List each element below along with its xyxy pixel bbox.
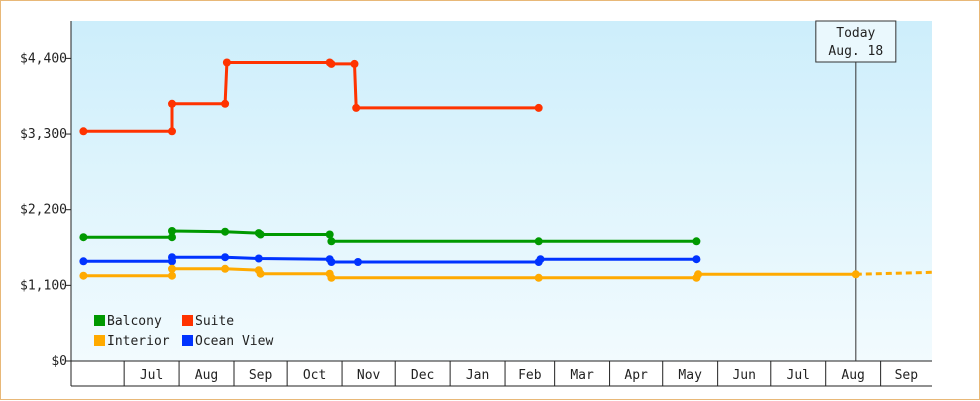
data-point[interactable] bbox=[221, 264, 230, 273]
month-label: Apr bbox=[624, 368, 648, 383]
data-point[interactable] bbox=[79, 127, 88, 136]
data-point[interactable] bbox=[536, 255, 545, 264]
today-box bbox=[815, 20, 897, 63]
data-point[interactable] bbox=[168, 227, 176, 235]
data-point[interactable] bbox=[256, 269, 265, 278]
series-layer bbox=[79, 58, 933, 282]
data-point[interactable] bbox=[221, 99, 230, 108]
month-label: Sep bbox=[249, 368, 273, 383]
data-point[interactable] bbox=[254, 254, 263, 263]
data-point[interactable] bbox=[851, 270, 860, 279]
data-point[interactable] bbox=[222, 58, 231, 67]
y-axis: $0 $1,100 $2,200 $3,300 $4,400 bbox=[20, 21, 72, 386]
y-tick-label: $0 bbox=[51, 354, 67, 369]
today-date: Aug. 18 bbox=[828, 44, 883, 59]
legend-label: Interior bbox=[107, 334, 170, 349]
data-point[interactable] bbox=[79, 233, 88, 242]
data-point[interactable] bbox=[354, 258, 362, 266]
month-label: Dec bbox=[411, 368, 434, 383]
data-point[interactable] bbox=[168, 127, 176, 136]
data-point[interactable] bbox=[221, 253, 230, 262]
legend-label: Suite bbox=[195, 314, 234, 329]
data-point[interactable] bbox=[350, 59, 359, 68]
series-line bbox=[83, 61, 539, 133]
month-label: Oct bbox=[303, 368, 326, 383]
data-point[interactable] bbox=[325, 230, 334, 239]
month-label: Jan bbox=[466, 368, 489, 383]
data-point[interactable] bbox=[534, 273, 543, 282]
data-point[interactable] bbox=[168, 253, 176, 262]
legend-label: Balcony bbox=[107, 314, 162, 329]
series-projection-line bbox=[855, 270, 933, 276]
data-point[interactable] bbox=[327, 59, 336, 68]
month-label: Feb bbox=[518, 368, 542, 383]
legend-swatch bbox=[182, 335, 193, 346]
month-label: Mar bbox=[570, 368, 594, 383]
legend-item: Suite bbox=[182, 314, 234, 329]
legend-item: Interior bbox=[94, 334, 170, 349]
series-ocean-view bbox=[79, 253, 701, 266]
legend-item: Ocean View bbox=[182, 334, 273, 349]
data-point[interactable] bbox=[327, 273, 336, 282]
series-suite bbox=[79, 58, 543, 136]
data-point[interactable] bbox=[168, 99, 176, 108]
data-point[interactable] bbox=[221, 227, 230, 236]
y-tick-label: $3,300 bbox=[20, 127, 67, 142]
month-label: Sep bbox=[895, 368, 919, 383]
plot-background bbox=[71, 21, 932, 361]
y-tick-label: $1,100 bbox=[20, 278, 67, 293]
data-point[interactable] bbox=[534, 237, 543, 246]
data-point[interactable] bbox=[168, 233, 176, 242]
legend-label: Ocean View bbox=[195, 334, 273, 349]
x-axis: Jul Aug Sep Oct Nov Dec Jan Feb Mar Apr May Jun Jul A… bbox=[71, 360, 932, 387]
today-label: Today bbox=[836, 26, 875, 41]
data-point[interactable] bbox=[692, 255, 701, 264]
legend-swatch bbox=[94, 315, 105, 326]
data-point[interactable] bbox=[168, 271, 176, 280]
month-label: Nov bbox=[357, 368, 381, 383]
legend: Balcony Suite Interior Ocean View bbox=[94, 314, 273, 349]
legend-swatch bbox=[182, 315, 193, 326]
data-point[interactable] bbox=[534, 103, 543, 112]
data-point[interactable] bbox=[352, 103, 361, 112]
series-interior bbox=[79, 264, 933, 282]
data-point[interactable] bbox=[327, 237, 336, 246]
y-tick-label: $4,400 bbox=[20, 51, 67, 66]
month-label: Jun bbox=[732, 368, 755, 383]
month-label: Aug bbox=[195, 368, 218, 383]
month-label: Aug bbox=[841, 368, 864, 383]
data-point[interactable] bbox=[256, 230, 265, 239]
y-tick-label: $2,200 bbox=[20, 203, 67, 218]
data-point[interactable] bbox=[79, 271, 88, 280]
series-balcony bbox=[79, 227, 701, 246]
data-point[interactable] bbox=[168, 264, 176, 273]
data-point[interactable] bbox=[327, 258, 336, 266]
data-point[interactable] bbox=[79, 257, 88, 266]
month-label: May bbox=[678, 368, 702, 383]
legend-swatch bbox=[94, 335, 105, 346]
month-label: Jul bbox=[787, 368, 810, 383]
month-label: Jul bbox=[140, 368, 163, 383]
legend-item: Balcony bbox=[94, 314, 162, 329]
today-marker: Today Aug. 18 bbox=[815, 20, 897, 361]
data-point[interactable] bbox=[694, 270, 703, 279]
data-point[interactable] bbox=[692, 237, 701, 246]
